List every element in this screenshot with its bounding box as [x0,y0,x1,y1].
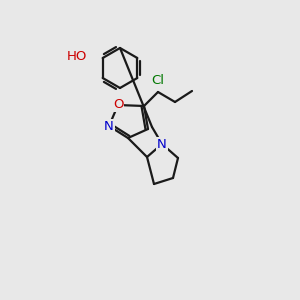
Text: N: N [104,119,114,133]
Text: Cl: Cl [151,74,164,88]
Text: HO: HO [66,50,87,62]
Text: N: N [157,137,167,151]
Text: O: O [113,98,123,112]
